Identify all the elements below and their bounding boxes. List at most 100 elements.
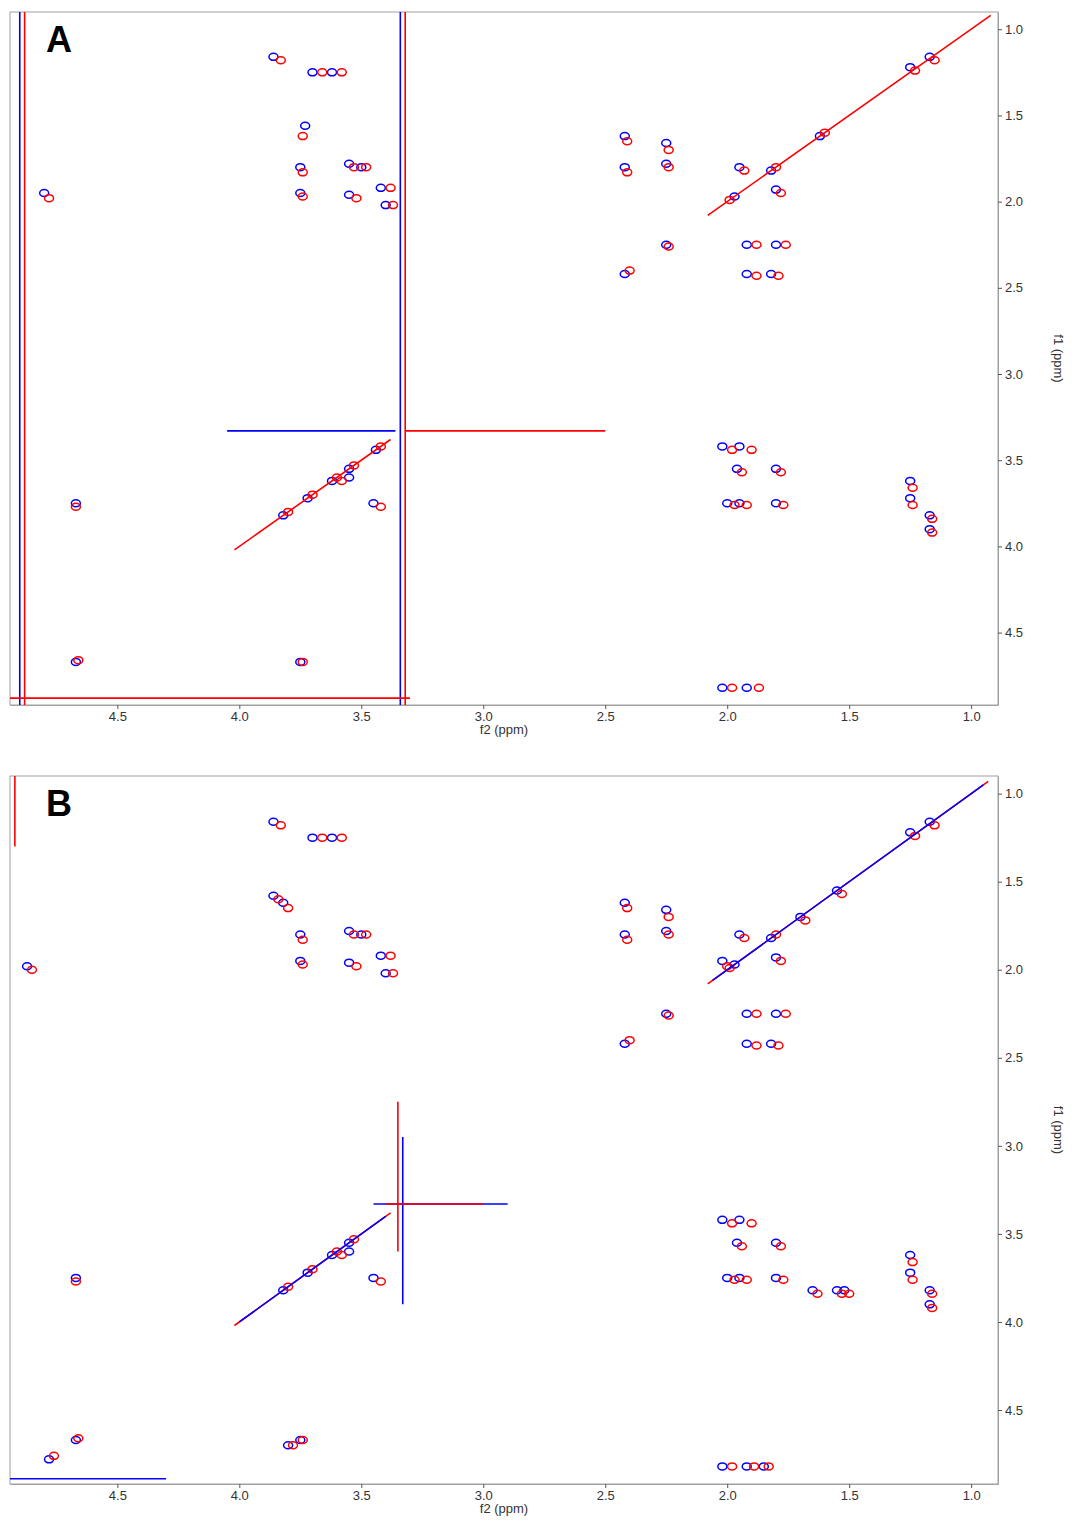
tick-label: 3.0 [1005, 367, 1023, 382]
cross-peak [837, 891, 846, 898]
tick: 3.0 [998, 1139, 1023, 1154]
cross-peak [27, 966, 36, 973]
tick-label: 1.5 [841, 709, 859, 724]
tick: 4.5 [998, 1403, 1023, 1418]
cross-peak [328, 69, 337, 76]
y-axis: 1.01.52.02.53.03.54.04.5 [998, 13, 1023, 706]
cross-peak [928, 515, 937, 522]
tick: 2.5 [597, 705, 615, 724]
cross-peak [752, 272, 761, 279]
tick: 1.5 [841, 1484, 859, 1503]
axis-line [998, 13, 999, 706]
tick-mark [998, 794, 1002, 795]
cross-peak [742, 271, 751, 278]
tick-label: 2.0 [719, 709, 737, 724]
cross-peak [752, 1042, 761, 1049]
cross-peak [776, 190, 785, 197]
ridge-line [239, 785, 983, 1322]
cross-peak [742, 1276, 751, 1283]
tick: 1.0 [998, 786, 1023, 801]
tick: 1.5 [998, 108, 1023, 123]
tick-mark [998, 546, 1002, 547]
cross-peak [49, 1452, 58, 1459]
cross-peak [906, 477, 915, 484]
tick: 1.0 [998, 22, 1023, 37]
cross-peak [337, 1252, 346, 1259]
marks [10, 12, 991, 705]
tick: 4.0 [231, 705, 249, 724]
x-axis-title: f2 (ppm) [480, 722, 528, 737]
tick: 4.5 [109, 705, 127, 724]
cross-peak [376, 184, 385, 191]
tick: 4.5 [109, 1484, 127, 1503]
cross-peak [928, 1290, 937, 1297]
cross-peak [730, 1276, 739, 1283]
cross-peak [730, 502, 739, 509]
tick: 4.0 [998, 1315, 1023, 1330]
cross-peak [906, 1252, 915, 1259]
tick: 1.5 [998, 874, 1023, 889]
cross-peak [664, 913, 673, 920]
plot-frame [10, 12, 998, 705]
cross-peak [389, 202, 398, 209]
tick: 2.0 [998, 962, 1023, 977]
cross-peak [298, 193, 307, 200]
tick-label: 1.0 [963, 1488, 981, 1503]
cross-peak [352, 195, 361, 202]
cross-peak [742, 1040, 751, 1047]
ridge-line [15, 776, 483, 1252]
tick-label: 1.5 [1005, 874, 1023, 889]
cross-peak [747, 446, 756, 453]
cross-peak [625, 1037, 634, 1044]
tick-mark [998, 1058, 1002, 1059]
cross-peak [728, 1220, 737, 1227]
cross-peak [284, 905, 293, 912]
tick: 2.5 [998, 1050, 1023, 1065]
cross-peak [337, 477, 346, 484]
tick: 1.5 [841, 705, 859, 724]
cross-peak [376, 952, 385, 959]
tick-label: 2.5 [597, 1488, 615, 1503]
cross-peak [752, 241, 761, 248]
cross-peak [742, 241, 751, 248]
cross-peak [362, 931, 371, 938]
tick-label: 2.5 [1005, 280, 1023, 295]
panel-letter: A [46, 19, 72, 60]
cross-peak [625, 267, 634, 274]
tick-label: 3.5 [353, 709, 371, 724]
cross-peak [349, 931, 358, 938]
cross-peak [298, 133, 307, 140]
ridge-line [10, 1137, 508, 1479]
tick-label: 2.5 [1005, 1050, 1023, 1065]
cross-peak [662, 140, 671, 147]
tick-mark [998, 882, 1002, 883]
cross-peak [349, 164, 358, 171]
tick: 3.5 [998, 453, 1023, 468]
cross-peak [772, 241, 781, 248]
tick: 2.0 [719, 705, 737, 724]
cross-peak [723, 963, 732, 970]
cross-peak [742, 684, 751, 691]
tick-mark [998, 115, 1002, 116]
cross-peak [298, 658, 307, 665]
tick: 3.5 [998, 1227, 1023, 1242]
cross-peak [752, 1010, 761, 1017]
tick-label: 1.5 [1005, 108, 1023, 123]
cross-peak [623, 138, 632, 145]
tick-mark [998, 202, 1002, 203]
axis-line [11, 705, 999, 706]
tick-label: 1.0 [1005, 22, 1023, 37]
cross-peak [718, 684, 727, 691]
cross-peak [276, 822, 285, 829]
tick: 2.0 [998, 194, 1023, 209]
cross-peak [276, 57, 285, 64]
cross-peak [764, 1463, 773, 1470]
cross-peak [740, 167, 749, 174]
cross-peak [308, 69, 317, 76]
tick-mark [998, 288, 1002, 289]
tick-mark [998, 1410, 1002, 1411]
tick: 1.0 [963, 705, 981, 724]
cross-peak [71, 1278, 80, 1285]
cross-peak [664, 1012, 673, 1019]
axis-line [998, 777, 999, 1485]
